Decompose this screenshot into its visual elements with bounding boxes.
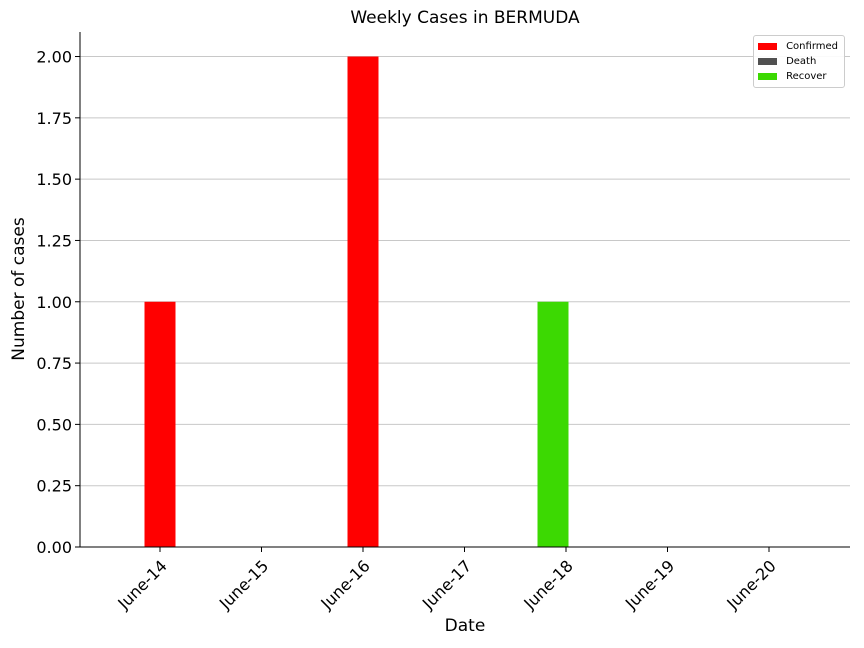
y-axis-label: Number of cases	[9, 217, 29, 361]
x-tick-label: June-14	[113, 556, 170, 613]
x-tick-label: June-16	[316, 556, 373, 613]
legend-label-recover: Recover	[786, 71, 827, 82]
legend-item-confirmed: Confirmed	[758, 39, 838, 54]
y-tick-label: 0.00	[36, 538, 72, 557]
legend-swatch-recover	[758, 73, 778, 80]
bar-confirmed	[144, 301, 176, 547]
y-tick-label: 0.50	[36, 415, 72, 434]
legend-swatch-confirmed	[758, 43, 778, 50]
x-tick-label: June-20	[722, 556, 779, 613]
legend-swatch-death	[758, 58, 778, 65]
legend-item-recover: Recover	[758, 69, 838, 84]
y-tick-label: 1.50	[36, 170, 72, 189]
legend-item-death: Death	[758, 54, 838, 69]
legend-label-death: Death	[786, 56, 817, 67]
y-tick-label: 2.00	[36, 48, 72, 67]
x-axis-label: Date	[444, 616, 486, 636]
bar-confirmed	[347, 56, 379, 548]
y-tick-label: 1.25	[36, 231, 72, 250]
x-tick-label: June-17	[418, 556, 475, 613]
chart-title: Weekly Cases in BERMUDA	[350, 8, 580, 28]
y-tick-label: 0.25	[36, 477, 72, 496]
x-tick-label: June-15	[215, 556, 272, 613]
x-tick-label: June-19	[621, 556, 678, 613]
y-tick-label: 1.75	[36, 109, 72, 128]
legend: Confirmed Death Recover	[753, 35, 845, 88]
y-tick-label: 1.00	[36, 293, 72, 312]
legend-label-confirmed: Confirmed	[786, 41, 838, 52]
y-tick-label: 0.75	[36, 354, 72, 373]
bar-recover	[537, 301, 569, 547]
x-tick-label: June-18	[519, 556, 576, 613]
